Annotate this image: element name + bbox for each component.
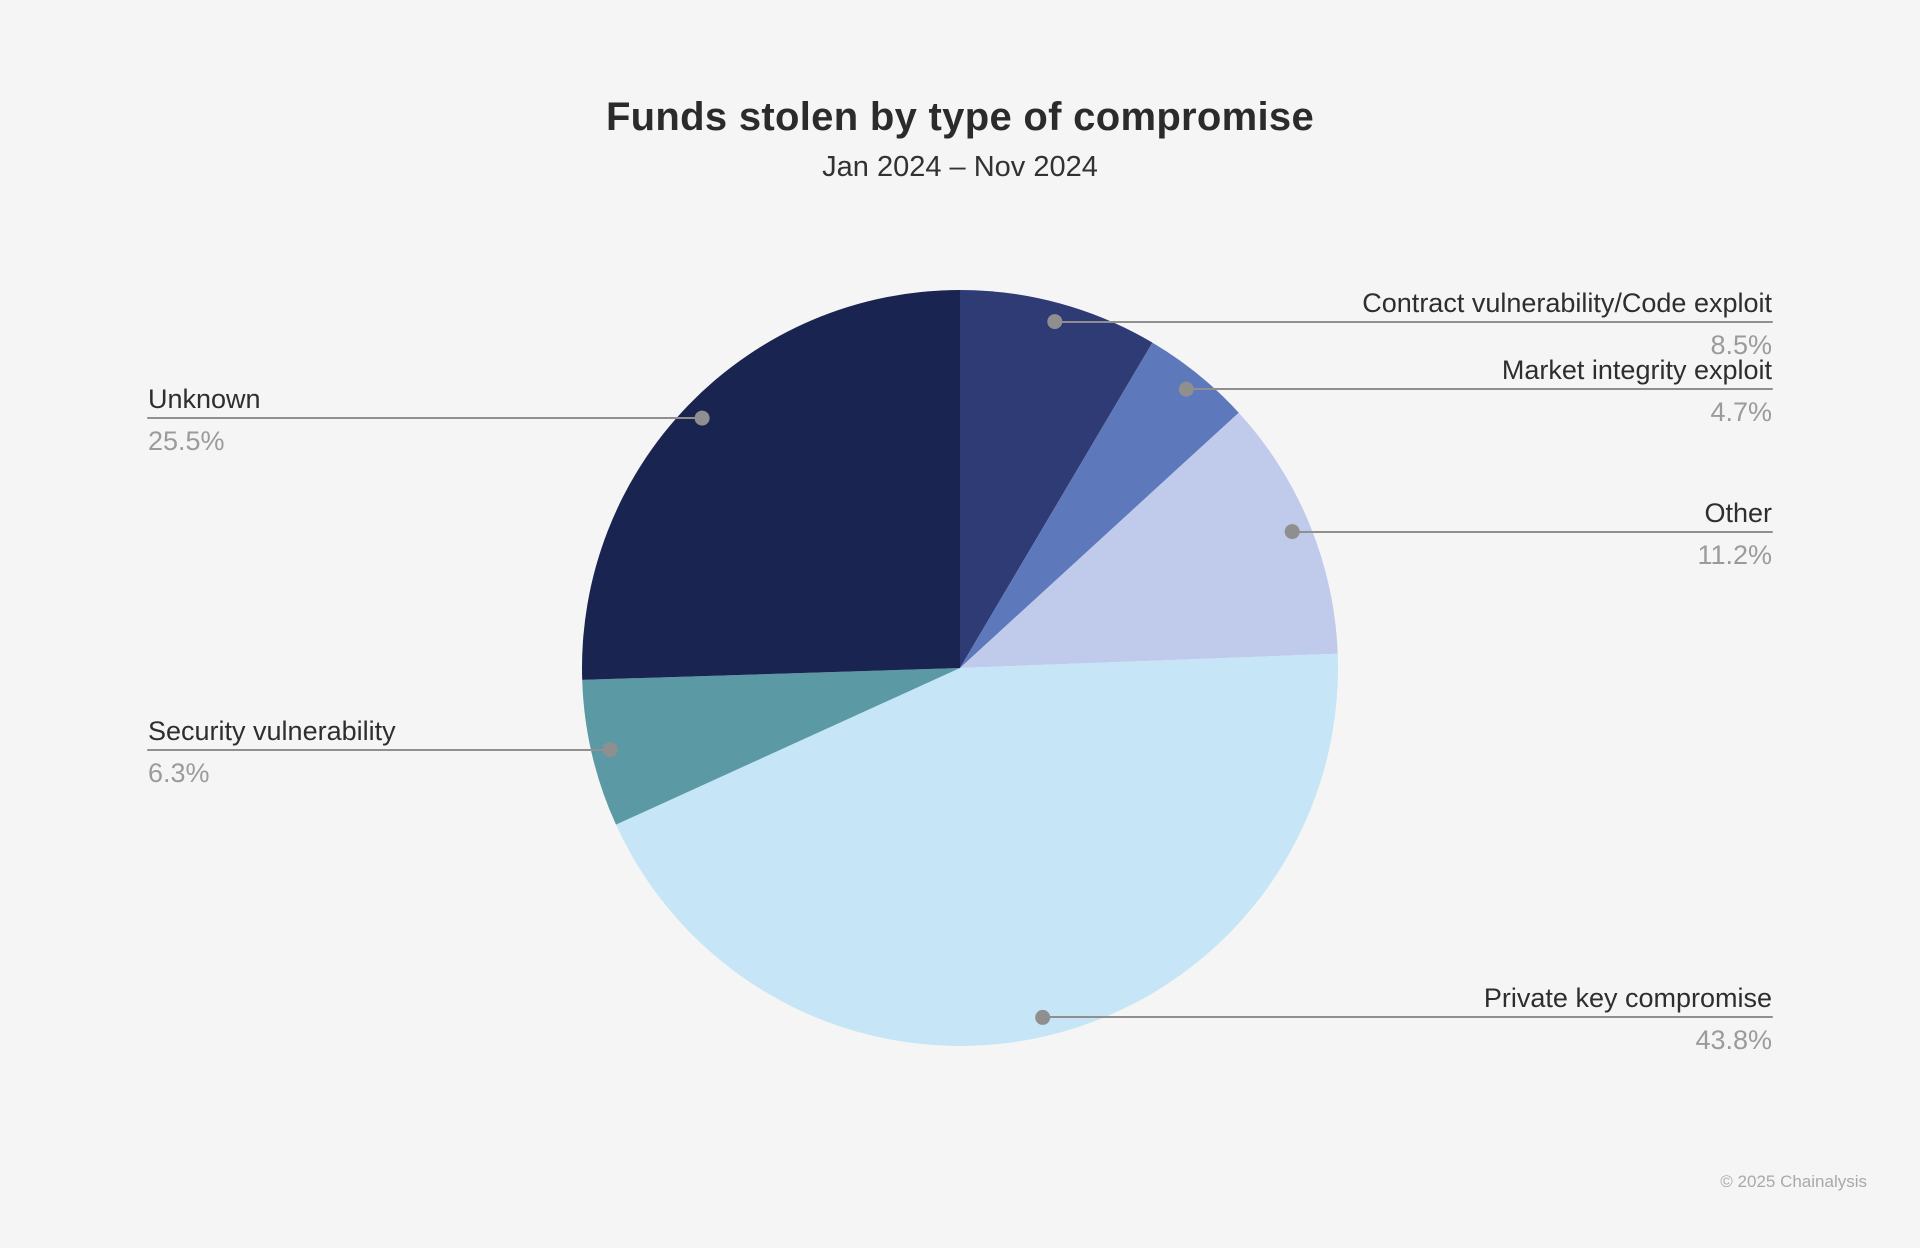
slice-percentage-unknown: 25.5% xyxy=(148,426,225,456)
callout-dot-private-key-compromise xyxy=(1035,1009,1051,1025)
callout-dot-unknown xyxy=(694,410,710,426)
chart-subtitle: Jan 2024 – Nov 2024 xyxy=(822,151,1098,183)
callout-dot-market-integrity-exploit xyxy=(1178,381,1194,397)
copyright-text: © 2025 Chainalysis xyxy=(1720,1172,1867,1191)
pie-slice-contract-vulnerability-code-exploit[interactable] xyxy=(960,290,1153,668)
slice-label-security-vulnerability: Security vulnerability xyxy=(148,716,396,746)
callout-dot-contract-vulnerability-code-exploit xyxy=(1047,314,1063,330)
pie-slice-private-key-compromise[interactable] xyxy=(615,653,1338,1046)
slice-percentage-market-integrity-exploit: 4.7% xyxy=(1710,397,1772,427)
slice-percentage-other: 11.2% xyxy=(1697,540,1772,570)
slice-label-other: Other xyxy=(1704,498,1772,528)
slice-percentage-security-vulnerability: 6.3% xyxy=(148,758,210,788)
pie-slice-market-integrity-exploit[interactable] xyxy=(960,342,1239,668)
callout-dot-security-vulnerability xyxy=(602,742,618,758)
pie-slice-unknown[interactable] xyxy=(582,290,960,680)
chart-title: Funds stolen by type of compromise xyxy=(605,95,1315,139)
pie-slice-other[interactable] xyxy=(960,412,1338,668)
pie-slice-security-vulnerability[interactable] xyxy=(582,668,960,825)
slice-label-contract-vulnerability-code-exploit: Contract vulnerability/Code exploit xyxy=(1362,288,1772,318)
callout-dot-other xyxy=(1284,524,1300,540)
slice-percentage-contract-vulnerability-code-exploit: 8.5% xyxy=(1710,330,1772,360)
slice-label-unknown: Unknown xyxy=(148,384,261,414)
slice-label-private-key-compromise: Private key compromise xyxy=(1483,983,1772,1013)
slice-percentage-private-key-compromise: 43.8% xyxy=(1695,1025,1772,1055)
slice-label-market-integrity-exploit: Market integrity exploit xyxy=(1501,355,1772,385)
